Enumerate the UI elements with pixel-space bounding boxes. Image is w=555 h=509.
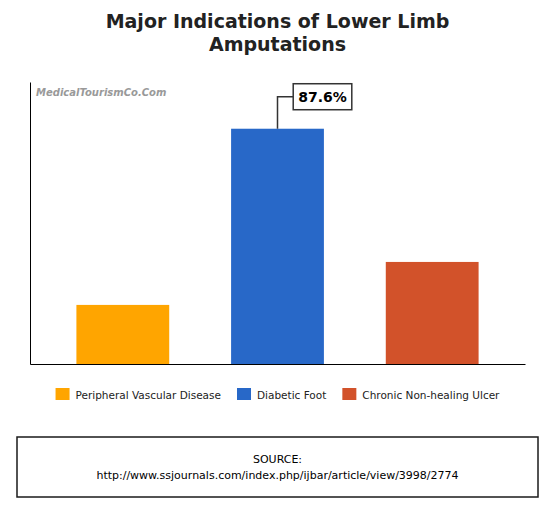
legend: Peripheral Vascular Disease Diabetic Foot… xyxy=(56,388,501,401)
title-line: Amputations xyxy=(209,33,346,55)
legend-label: Chronic Non-healing Ulcer xyxy=(362,389,500,401)
legend-item: Peripheral Vascular Disease xyxy=(56,388,221,401)
x-axis-line xyxy=(31,364,526,365)
chart-svg: Major Indications of Lower LimbAmputatio… xyxy=(0,0,555,509)
x-axis xyxy=(31,364,526,365)
annotation-text: 87.6% xyxy=(298,89,347,105)
source-box xyxy=(17,437,538,497)
bars xyxy=(76,129,478,364)
source-line: SOURCE: xyxy=(253,453,302,466)
y-axis xyxy=(30,83,31,365)
bar xyxy=(231,129,324,364)
legend-item: Chronic Non-healing Ulcer xyxy=(342,388,500,401)
y-axis-line xyxy=(30,83,31,365)
plot-area: MedicalTourismCo.Com 87.6% xyxy=(31,83,526,365)
legend-item: Diabetic Foot xyxy=(237,388,326,401)
legend-label: Diabetic Foot xyxy=(257,389,326,401)
watermark: MedicalTourismCo.Com xyxy=(36,87,166,98)
bar xyxy=(386,262,479,364)
annotation-connector xyxy=(278,97,294,129)
title-line: Major Indications of Lower Limb xyxy=(106,10,450,32)
source-text: SOURCE: http://www.ssjournals.com/index.p… xyxy=(96,453,458,482)
legend-label: Peripheral Vascular Disease xyxy=(76,389,221,401)
source-line: http://www.ssjournals.com/index.php/ijba… xyxy=(96,469,458,482)
annotation: 87.6% xyxy=(278,84,352,129)
legend-swatch xyxy=(56,388,70,400)
annotation-box xyxy=(293,84,352,110)
chart-title: Major Indications of Lower LimbAmputatio… xyxy=(106,10,450,55)
legend-swatch xyxy=(342,388,356,400)
legend-swatch xyxy=(237,388,251,400)
bar xyxy=(76,305,169,364)
